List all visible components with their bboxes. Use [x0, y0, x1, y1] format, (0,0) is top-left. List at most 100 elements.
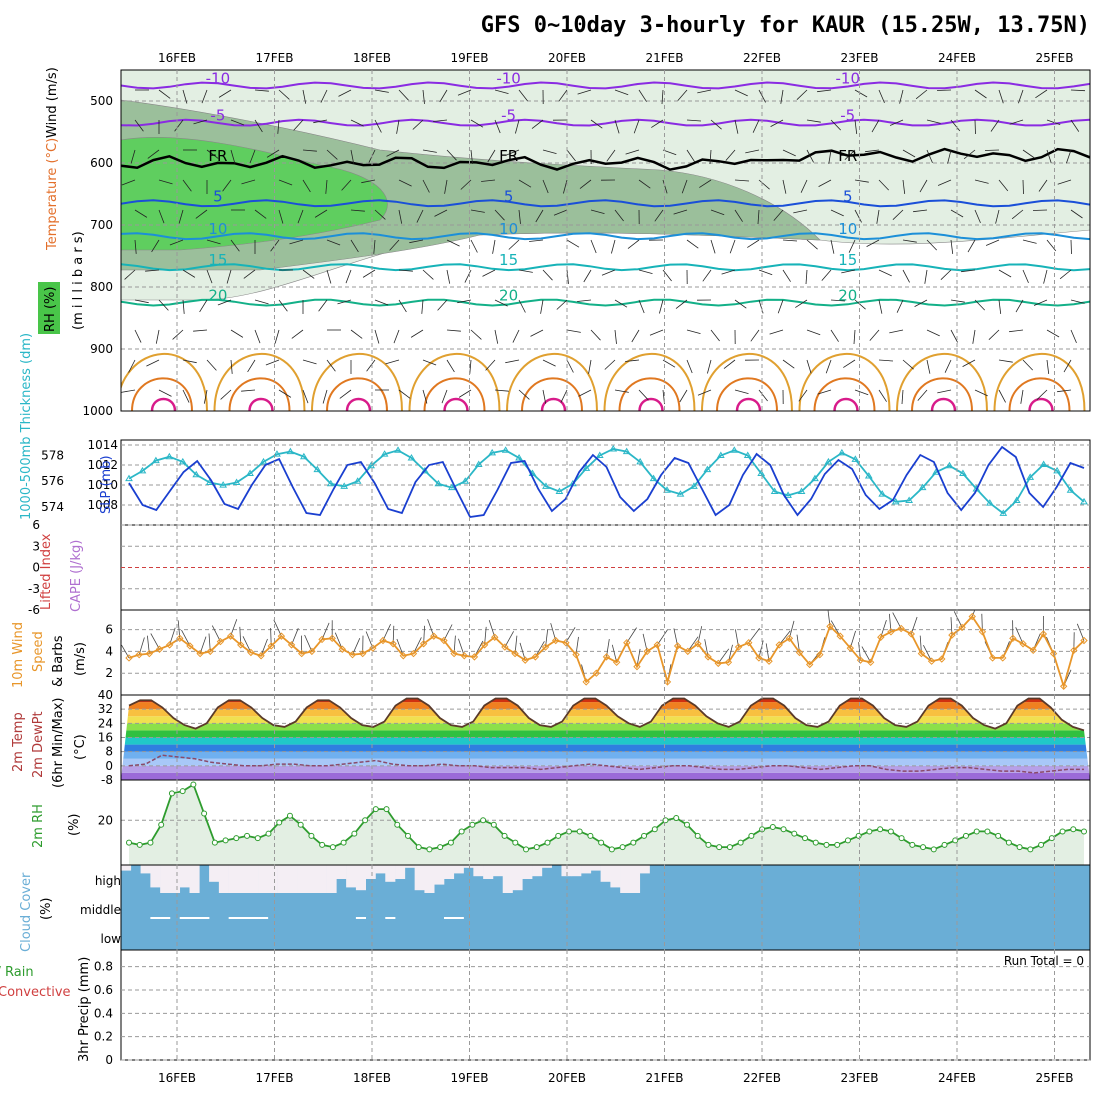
thickness-line-marker	[461, 477, 470, 484]
wind10m-barb	[260, 638, 268, 656]
cloud-label: Cloud Cover	[19, 872, 34, 952]
cloud-high-gap	[404, 865, 415, 868]
heat-contour	[408, 353, 501, 411]
thickness-line-marker	[313, 465, 322, 473]
wind-barb	[278, 299, 288, 312]
rh2m-line-marker	[362, 817, 369, 824]
wind-barb	[203, 389, 208, 404]
rh2m-line-marker	[437, 844, 444, 851]
wind-barb	[848, 239, 856, 253]
wind10m-line-marker	[612, 658, 621, 667]
wind-barb	[734, 119, 739, 134]
wind-barb	[590, 239, 597, 254]
wind10m-label-3: & Barbs	[51, 635, 66, 687]
wind10m-panel: 2 4 6 10m Wind Speed & Barbs (m/s)	[11, 609, 1091, 696]
wind-barb	[673, 209, 688, 215]
wind10m-line-marker	[724, 658, 733, 667]
wind-barb	[518, 209, 521, 224]
wind-barb	[566, 239, 580, 248]
wind-barb	[854, 389, 869, 396]
wind-barb	[854, 299, 866, 310]
temp-band	[121, 709, 1090, 717]
wind-barb	[843, 359, 856, 368]
wind-barb	[326, 149, 338, 160]
wind-barb	[464, 269, 472, 283]
rh2m-line-marker	[952, 837, 959, 844]
top-date-label: 23FEB	[841, 51, 879, 65]
wind10m-barb	[971, 610, 976, 617]
wind-barb	[806, 359, 812, 374]
wind-barb	[577, 299, 592, 302]
cloud-high-gap	[502, 865, 513, 893]
wind-barb	[470, 239, 478, 253]
cloud-high-gap	[287, 865, 298, 893]
wind-barb	[278, 89, 290, 100]
wind-barb	[542, 269, 553, 281]
cloud-high-gap	[355, 865, 366, 891]
cloud-middle-gap	[199, 917, 210, 919]
wind-barb	[709, 149, 712, 165]
temp-band	[121, 744, 1090, 752]
wind-barb	[686, 359, 693, 374]
wind-barb	[291, 329, 304, 339]
run-total: Run Total = 0	[1004, 954, 1084, 968]
thickness-axis-label: 1000-500mb Thickness (dm)	[19, 333, 34, 520]
cloud-high-gap	[346, 865, 357, 888]
wind-barb	[278, 179, 293, 186]
rh2m-line-marker	[619, 844, 626, 851]
wind-barb	[1046, 239, 1057, 252]
temp-band	[121, 758, 1090, 766]
wind10m-barb	[1076, 623, 1085, 641]
upper-air-panel: -10 -10 -10 -5 -5 -5 FR FR FR 5 5 5 10 10 10 15 15 15 20 20…	[38, 67, 1091, 418]
wind-barb	[393, 329, 400, 344]
wind-barb	[962, 359, 976, 367]
wind-barb	[745, 149, 760, 154]
cloud-middle-gap	[385, 917, 396, 919]
thickness-tick-label: 576	[41, 474, 64, 488]
wind10m-line-marker	[521, 656, 529, 664]
wind-barb	[1070, 209, 1083, 219]
wind-barb	[350, 209, 365, 212]
wind-barb	[247, 359, 256, 373]
wind-barb	[1009, 119, 1024, 125]
wind10m-barb	[273, 619, 282, 637]
wind10m-barb	[656, 629, 668, 646]
isotherm-label: -10	[206, 70, 231, 88]
wind-barb	[590, 329, 601, 341]
heat-contour	[993, 353, 1086, 411]
wind10m-line-marker	[643, 647, 651, 656]
wind-barb	[470, 209, 485, 213]
wind-barb	[518, 89, 528, 102]
heat-contour	[326, 377, 388, 411]
cloud-high-gap	[189, 865, 200, 893]
wind-barb	[662, 359, 676, 368]
wind-barb	[1033, 299, 1048, 306]
cloud-high-gap	[238, 865, 249, 893]
wind-barb	[936, 89, 952, 91]
wind-barb	[434, 209, 448, 217]
wind10m-line-marker	[988, 654, 997, 662]
thickness-line-marker	[891, 497, 900, 505]
wind-barb	[266, 149, 280, 158]
cloud-middle-gap	[150, 917, 161, 919]
wind10m-line-marker	[938, 655, 946, 663]
wind-barb	[146, 359, 160, 367]
wind-barb	[422, 179, 430, 193]
rh2m-line-marker	[909, 841, 916, 848]
cloud-high-gap	[179, 865, 190, 888]
wind-barb	[1070, 329, 1077, 344]
wind10m-barb	[687, 636, 699, 652]
wind10m-line-marker	[1080, 636, 1088, 645]
wind-barb	[878, 389, 887, 402]
cloud-high-gap	[218, 865, 229, 893]
heat-contour	[521, 377, 583, 411]
thickness-line-marker	[811, 474, 819, 482]
wind10m-unit: (m/s)	[73, 642, 88, 676]
pressure-tick-label: 700	[90, 218, 113, 232]
cloud-high-gap	[160, 865, 171, 893]
wind-barb	[577, 89, 592, 95]
wind-barb	[182, 359, 197, 364]
stability-panel: -6 -3 0 3 6 Lifted Index CAPE (J/kg)	[28, 518, 1091, 617]
wind10m-line-marker	[917, 649, 926, 658]
wind-barb	[825, 359, 832, 374]
